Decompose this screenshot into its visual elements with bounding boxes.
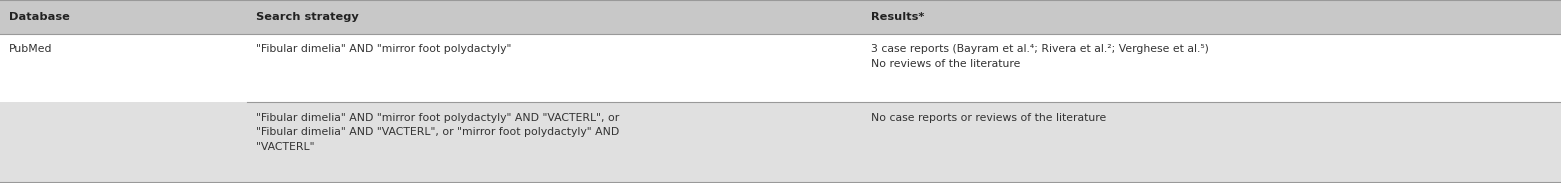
Bar <box>0 0 1561 34</box>
Text: 3 case reports (Bayram et al.⁴; Rivera et al.²; Verghese et al.⁵)
No reviews of : 3 case reports (Bayram et al.⁴; Rivera e… <box>871 44 1208 69</box>
Text: PubMed: PubMed <box>9 44 53 54</box>
Text: Database: Database <box>9 12 70 22</box>
Text: Search strategy: Search strategy <box>256 12 359 22</box>
Text: No case reports or reviews of the literature: No case reports or reviews of the litera… <box>871 113 1107 123</box>
Bar <box>0 34 1561 102</box>
Text: Results*: Results* <box>871 12 924 22</box>
Bar <box>0 102 1561 183</box>
Text: "Fibular dimelia" AND "mirror foot polydactyly" AND "VACTERL", or
"Fibular dimel: "Fibular dimelia" AND "mirror foot polyd… <box>256 113 620 152</box>
Text: "Fibular dimelia" AND "mirror foot polydactyly": "Fibular dimelia" AND "mirror foot polyd… <box>256 44 512 54</box>
